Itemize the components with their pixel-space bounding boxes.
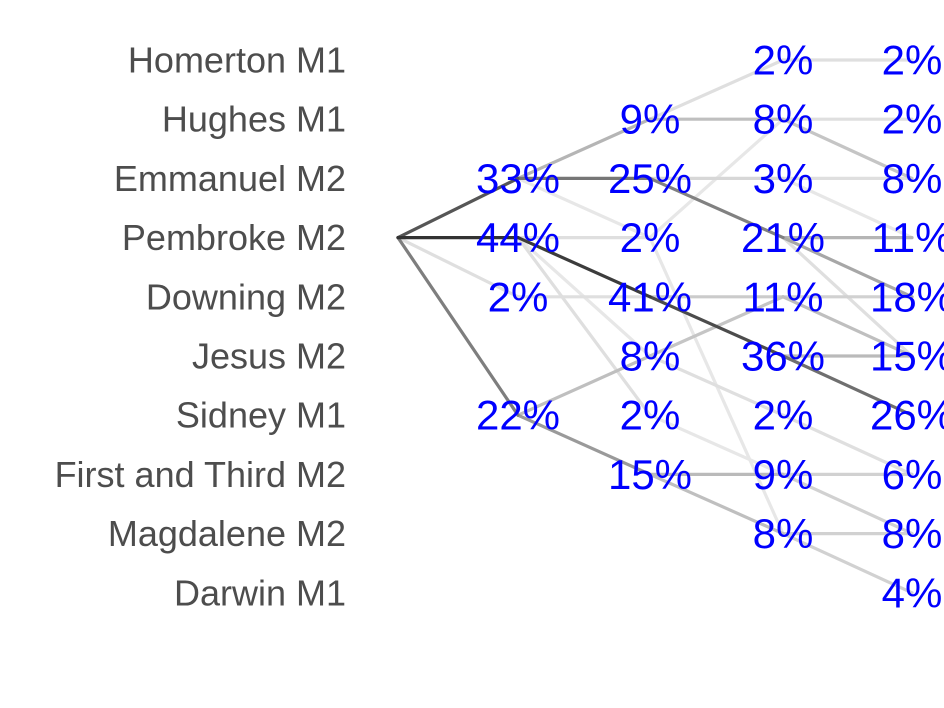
crew-label-magdalene-m2: Magdalene M2 — [108, 513, 346, 554]
pct-label-day3-pembroke-m2: 21% — [741, 214, 825, 261]
transition-line-4-emmanuel-m2-to-pembroke-m2 — [781, 176, 914, 240]
transition-line-3-first-and-third-m2-to-magdalene-m2 — [648, 472, 785, 536]
pct-label-day3-sidney-m1: 2% — [753, 392, 814, 439]
pct-label-day3-hughes-m1: 8% — [753, 96, 814, 143]
pct-label-day4-sidney-m1: 26% — [870, 392, 944, 439]
pct-label-day1-emmanuel-m2: 33% — [476, 155, 560, 202]
transition-line-3-downing-m2-to-jesus-m2 — [648, 295, 785, 358]
pct-label-day2-pembroke-m2: 2% — [620, 214, 681, 261]
pct-label-day3-jesus-m2: 36% — [741, 333, 825, 380]
pct-label-day1-sidney-m1: 22% — [476, 392, 560, 439]
crew-labels: Homerton M1 Hughes M1 Emmanuel M2 Pembroke … — [55, 40, 346, 614]
pct-label-day4-jesus-m2: 15% — [870, 333, 944, 380]
pct-label-day3-downing-m2: 11% — [743, 273, 824, 320]
pct-label-day4-homerton-m1: 2% — [882, 37, 943, 84]
crew-label-emmanuel-m2: Emmanuel M2 — [114, 158, 346, 199]
pct-label-day3-first-and-third-m2: 9% — [753, 451, 814, 498]
transition-lines — [396, 58, 914, 595]
transition-line-2-sidney-m1-to-first-and-third-m2 — [516, 413, 652, 476]
pct-label-day3-magdalene-m2: 8% — [753, 510, 814, 557]
transition-line-4-downing-m2-to-jesus-m2 — [781, 295, 914, 358]
transition-line-4-sidney-m1-to-first-and-third-m2 — [781, 413, 914, 476]
pct-label-day1-pembroke-m2: 44% — [476, 214, 560, 261]
pct-label-day4-downing-m2: 18% — [870, 273, 944, 320]
transition-line-4-hughes-m1-to-emmanuel-m2 — [781, 117, 914, 180]
crew-label-hughes-m1: Hughes M1 — [162, 99, 346, 140]
pct-label-day3-homerton-m1: 2% — [753, 37, 814, 84]
transition-line-2-sidney-m1-to-jesus-m2 — [516, 354, 652, 417]
pct-label-day4-first-and-third-m2: 6% — [882, 451, 943, 498]
pct-label-day2-sidney-m1: 2% — [620, 392, 681, 439]
transition-line-1-pembroke-m2-to-emmanuel-m2 — [396, 176, 520, 240]
pct-label-day2-hughes-m1: 9% — [620, 96, 681, 143]
transition-line-3-jesus-m2-to-sidney-m1 — [648, 354, 785, 417]
transition-line-4-jesus-m2-to-sidney-m1 — [781, 354, 914, 417]
pct-label-day4-hughes-m1: 2% — [882, 96, 943, 143]
pct-label-day3-emmanuel-m2: 3% — [753, 155, 814, 202]
transition-line-2-pembroke-m2-to-sidney-m1 — [516, 236, 652, 417]
transition-line-3-sidney-m1-to-first-and-third-m2 — [648, 413, 785, 476]
pct-label-day2-jesus-m2: 8% — [620, 333, 681, 380]
crew-label-homerton-m1: Homerton M1 — [128, 40, 346, 81]
transition-line-2-emmanuel-m2-to-hughes-m1 — [516, 117, 652, 180]
transition-line-2-emmanuel-m2-to-pembroke-m2 — [516, 176, 652, 240]
crew-label-jesus-m2: Jesus M2 — [192, 336, 346, 377]
transition-line-1-pembroke-m2-to-downing-m2 — [396, 236, 520, 299]
crew-label-first-and-third-m2: First and Third M2 — [55, 454, 346, 495]
crew-label-downing-m2: Downing M2 — [146, 276, 346, 317]
pct-label-day2-downing-m2: 41% — [608, 273, 692, 320]
pct-label-day1-downing-m2: 2% — [488, 273, 549, 320]
pct-label-day2-emmanuel-m2: 25% — [608, 155, 692, 202]
pct-label-day4-magdalene-m2: 8% — [882, 510, 943, 557]
pct-label-day2-first-and-third-m2: 15% — [608, 451, 692, 498]
crew-label-pembroke-m2: Pembroke M2 — [122, 217, 346, 258]
transition-line-4-first-and-third-m2-to-magdalene-m2 — [781, 472, 914, 536]
pct-label-day4-darwin-m1: 4% — [882, 569, 943, 616]
pct-label-day4-emmanuel-m2: 8% — [882, 155, 943, 202]
transition-line-3-hughes-m1-to-homerton-m1 — [648, 58, 785, 121]
crew-label-darwin-m1: Darwin M1 — [174, 572, 346, 613]
transition-line-2-pembroke-m2-to-downing-m2 — [516, 236, 652, 299]
pct-label-day4-pembroke-m2: 11% — [872, 214, 944, 261]
crew-label-sidney-m1: Sidney M1 — [176, 395, 346, 436]
transition-line-4-pembroke-m2-to-downing-m2 — [781, 236, 914, 299]
transition-line-4-magdalene-m2-to-darwin-m1 — [781, 531, 914, 595]
transition-line-1-pembroke-m2-to-sidney-m1 — [396, 236, 520, 417]
transition-line-3-emmanuel-m2-to-pembroke-m2 — [648, 176, 785, 240]
percentage-labels: 33% 44% 2% 22% 9% 25% 2% 41% 8% 2% 15% 2% 8% 3% 21% 11%… — [476, 37, 944, 617]
